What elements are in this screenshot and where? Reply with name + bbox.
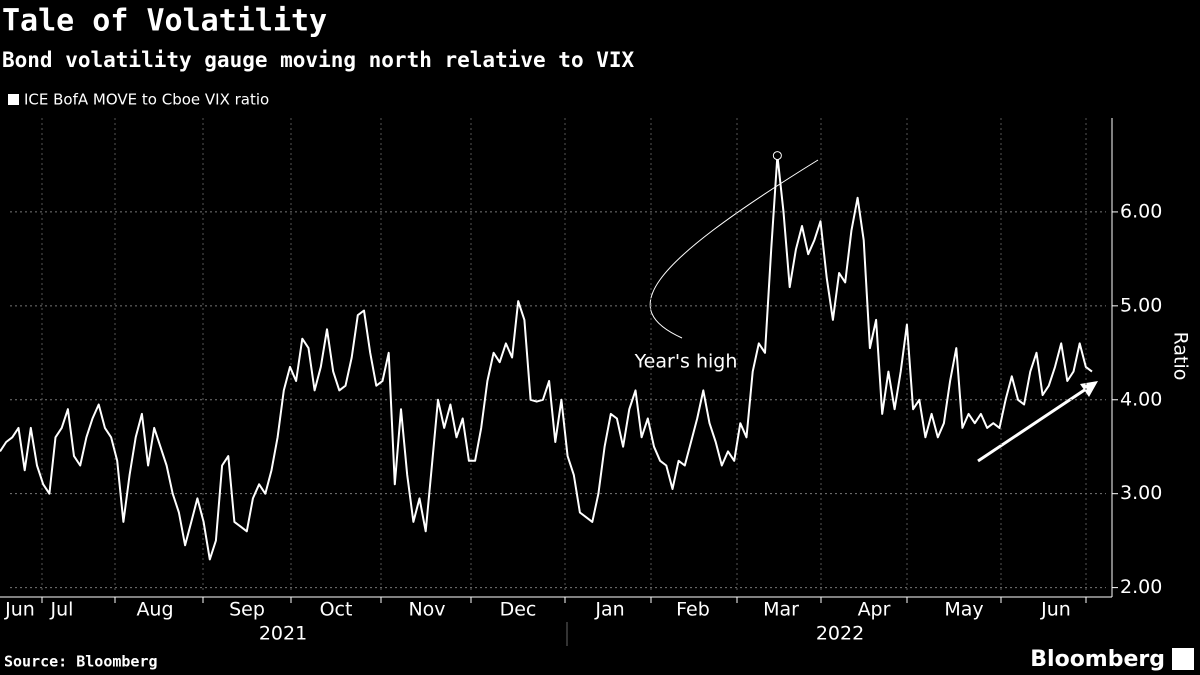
x-tick-label: Jul xyxy=(50,599,74,621)
x-tick-label: Nov xyxy=(408,599,445,621)
brand: Bloomberg xyxy=(1030,647,1165,672)
y-tick-label: 3.00 xyxy=(1120,482,1162,504)
x-tick-label: Dec xyxy=(500,599,537,621)
legend-swatch xyxy=(8,94,19,105)
trend-arrow xyxy=(977,383,1093,463)
x-tick-label: Apr xyxy=(858,599,891,621)
series-line xyxy=(0,154,1093,561)
peak-marker xyxy=(772,151,782,161)
x-tick-label: Oct xyxy=(320,599,353,621)
annotation: Year's high xyxy=(634,351,738,373)
y-axis-label: Ratio xyxy=(1170,332,1192,381)
chart-subtitle: Bond volatility gauge moving north relat… xyxy=(2,48,635,72)
source: Source: Bloomberg xyxy=(4,653,158,671)
chart-title: Tale of Volatility xyxy=(2,4,327,39)
y-tick-label: 2.00 xyxy=(1120,576,1162,598)
annotation-connector xyxy=(649,159,819,339)
x-tick-label: Feb xyxy=(676,599,710,621)
x-tick-label: Mar xyxy=(763,599,799,621)
y-tick-label: 5.00 xyxy=(1120,294,1162,316)
y-tick-label: 6.00 xyxy=(1120,200,1162,222)
x-tick-label: Sep xyxy=(229,599,265,621)
brand-icon xyxy=(1172,648,1194,670)
legend-label: ICE BofA MOVE to Cboe VIX ratio xyxy=(24,91,269,109)
year-label: 2021 xyxy=(259,623,307,645)
year-label: 2022 xyxy=(816,623,864,645)
x-tick-label: May xyxy=(944,599,983,621)
x-tick-label: Aug xyxy=(136,599,173,621)
x-tick-label: Jun xyxy=(1040,599,1071,621)
x-tick-label: Jan xyxy=(594,599,624,621)
trend-arrowhead xyxy=(1080,381,1098,397)
y-tick-label: 4.00 xyxy=(1120,388,1162,410)
x-tick-label: Jun xyxy=(4,599,35,621)
